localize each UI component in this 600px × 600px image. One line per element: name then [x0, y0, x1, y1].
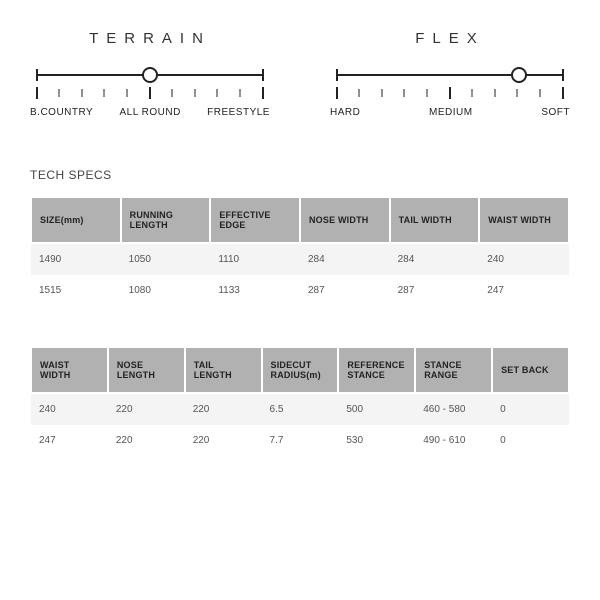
- terrain-label-mid: ALL ROUND: [119, 107, 180, 118]
- cell: 287: [300, 275, 390, 306]
- cell: 220: [108, 425, 185, 456]
- table-row: 240 220 220 6.5 500 460 - 580 0: [31, 393, 569, 425]
- col-stance-range: STANCE RANGE: [415, 347, 492, 393]
- col-effective-edge: EFFECTIVE EDGE: [210, 197, 300, 243]
- cell: 1080: [121, 275, 211, 306]
- col-nose-length: NOSE LENGTH: [108, 347, 185, 393]
- terrain-slider-block: TERRAIN: [30, 30, 270, 118]
- specs-table-2: WAIST WIDTH NOSE LENGTH TAIL LENGTH SIDE…: [30, 346, 570, 456]
- terrain-label-right: FREESTYLE: [207, 107, 270, 118]
- cell: 240: [479, 243, 569, 275]
- terrain-svg: [30, 65, 270, 105]
- cell: 220: [108, 393, 185, 425]
- col-tail-length: TAIL LENGTH: [185, 347, 262, 393]
- cell: 0: [492, 393, 569, 425]
- col-tail-width: TAIL WIDTH: [390, 197, 480, 243]
- terrain-label-left: B.COUNTRY: [30, 107, 93, 118]
- tech-specs-title: TECH SPECS: [30, 168, 570, 182]
- table-row: 1490 1050 1110 284 284 240: [31, 243, 569, 275]
- flex-slider-block: FLEX: [330, 30, 570, 118]
- cell: 6.5: [262, 393, 339, 425]
- col-reference-stance: REFERENCE STANCE: [338, 347, 415, 393]
- cell: 1133: [210, 275, 300, 306]
- table-row: 1515 1080 1133 287 287 247: [31, 275, 569, 306]
- terrain-title: TERRAIN: [30, 30, 270, 47]
- table-row: 247 220 220 7.7 530 490 - 610 0: [31, 425, 569, 456]
- cell: 530: [338, 425, 415, 456]
- flex-minor-ticks: [337, 87, 563, 99]
- cell: 220: [185, 393, 262, 425]
- cell: 7.7: [262, 425, 339, 456]
- flex-track[interactable]: [330, 65, 570, 105]
- cell: 490 - 610: [415, 425, 492, 456]
- table-gap: [30, 306, 570, 346]
- terrain-track[interactable]: [30, 65, 270, 105]
- cell: 0: [492, 425, 569, 456]
- cell: 220: [185, 425, 262, 456]
- flex-label-right: SOFT: [541, 107, 570, 118]
- cell: 247: [31, 425, 108, 456]
- table-header-row: SIZE(mm) RUNNING LENGTH EFFECTIVE EDGE N…: [31, 197, 569, 243]
- cell: 460 - 580: [415, 393, 492, 425]
- cell: 1490: [31, 243, 121, 275]
- col-waist-width: WAIST WIDTH: [479, 197, 569, 243]
- flex-svg: [330, 65, 570, 105]
- cell: 284: [300, 243, 390, 275]
- terrain-handle-icon[interactable]: [143, 68, 157, 82]
- cell: 247: [479, 275, 569, 306]
- sliders-row: TERRAIN: [30, 30, 570, 118]
- specs-table-1: SIZE(mm) RUNNING LENGTH EFFECTIVE EDGE N…: [30, 196, 570, 306]
- flex-label-mid: MEDIUM: [429, 107, 473, 118]
- col-size: SIZE(mm): [31, 197, 121, 243]
- table-header-row: WAIST WIDTH NOSE LENGTH TAIL LENGTH SIDE…: [31, 347, 569, 393]
- flex-title: FLEX: [330, 30, 570, 47]
- cell: 1050: [121, 243, 211, 275]
- cell: 240: [31, 393, 108, 425]
- cell: 500: [338, 393, 415, 425]
- cell: 1515: [31, 275, 121, 306]
- flex-handle-icon[interactable]: [512, 68, 526, 82]
- flex-label-left: HARD: [330, 107, 360, 118]
- terrain-labels: B.COUNTRY ALL ROUND FREESTYLE: [30, 107, 270, 118]
- col-running-length: RUNNING LENGTH: [121, 197, 211, 243]
- terrain-minor-ticks: [37, 87, 263, 99]
- flex-labels: HARD MEDIUM SOFT: [330, 107, 570, 118]
- col-waist-width: WAIST WIDTH: [31, 347, 108, 393]
- cell: 284: [390, 243, 480, 275]
- col-sidecut-radius: SIDECUT RADIUS(m): [262, 347, 339, 393]
- cell: 287: [390, 275, 480, 306]
- col-set-back: SET BACK: [492, 347, 569, 393]
- col-nose-width: NOSE WIDTH: [300, 197, 390, 243]
- cell: 1110: [210, 243, 300, 275]
